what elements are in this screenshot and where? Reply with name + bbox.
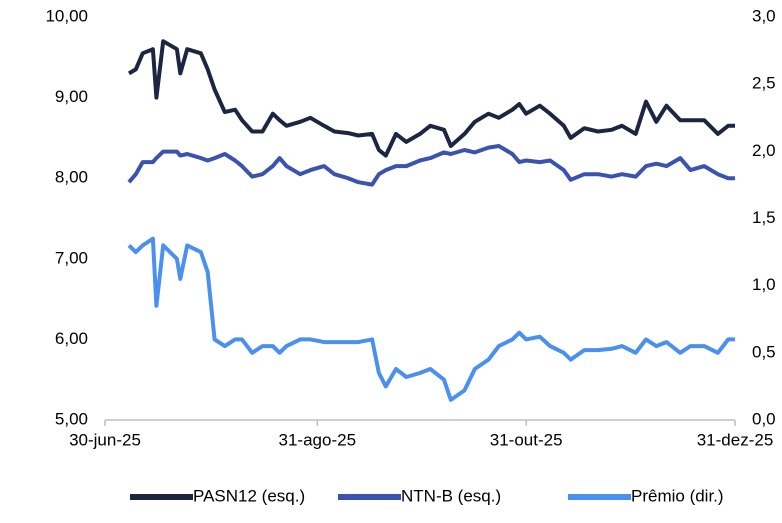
y2-tick-label: 0,0 bbox=[752, 409, 776, 428]
x-tick-label: 31-out-25 bbox=[490, 430, 563, 449]
legend-label: PASN12 (esq.) bbox=[193, 486, 305, 505]
legend-label: Prêmio (dir.) bbox=[631, 486, 724, 505]
series-line bbox=[127, 144, 735, 187]
y-tick-label: 7,00 bbox=[55, 248, 88, 267]
x-tick-label: 31-ago-25 bbox=[279, 430, 357, 449]
y-tick-label: 5,00 bbox=[55, 409, 88, 428]
legend-label: NTN-B (esq.) bbox=[401, 486, 501, 505]
y2-tick-label: 0,5 bbox=[752, 342, 776, 361]
series-line bbox=[127, 236, 735, 402]
y2-tick-label: 2,0 bbox=[752, 141, 776, 160]
series-line bbox=[127, 39, 735, 158]
y2-tick-label: 1,0 bbox=[752, 275, 776, 294]
y-tick-label: 10,00 bbox=[45, 6, 88, 25]
y-tick-label: 8,00 bbox=[55, 168, 88, 187]
y2-tick-label: 3,0 bbox=[752, 6, 776, 25]
y-tick-label: 6,00 bbox=[55, 329, 88, 348]
x-tick-label: 31-dez-25 bbox=[697, 430, 774, 449]
y2-tick-label: 1,5 bbox=[752, 208, 776, 227]
x-tick-label: 30-jun-25 bbox=[69, 430, 141, 449]
y-tick-label: 9,00 bbox=[55, 87, 88, 106]
y2-tick-label: 2,5 bbox=[752, 74, 776, 93]
